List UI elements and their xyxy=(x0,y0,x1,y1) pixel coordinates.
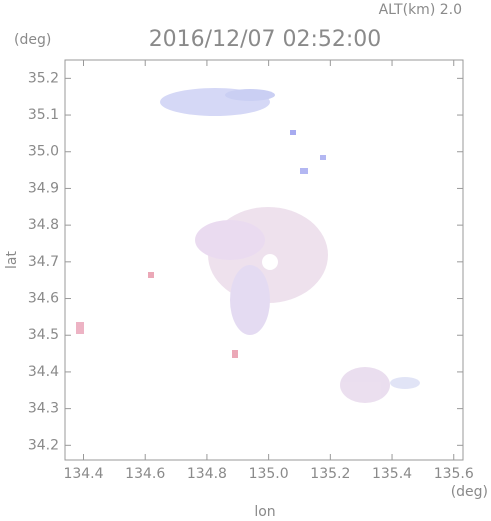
y-unit: (deg) xyxy=(14,32,51,48)
x-unit: (deg) xyxy=(451,484,488,500)
y-tick-label: 34.9 xyxy=(28,180,59,196)
y-tick-label: 34.8 xyxy=(28,217,59,233)
x-tick-label: 135.2 xyxy=(310,466,350,482)
y-tick-label: 34.7 xyxy=(28,254,59,270)
chart-title: 2016/12/07 02:52:00 xyxy=(149,27,382,52)
x-tick-label: 134.4 xyxy=(63,466,103,482)
y-tick-label: 34.6 xyxy=(28,291,59,307)
x-tick-label: 134.8 xyxy=(187,466,227,482)
y-tick-label: 34.2 xyxy=(28,437,59,453)
plot-frame xyxy=(64,59,464,461)
x-tick-label: 134.6 xyxy=(125,466,165,482)
y-tick-label: 35.2 xyxy=(28,70,59,86)
altitude-label: ALT(km) 2.0 xyxy=(379,2,462,18)
y-tick-label: 34.4 xyxy=(28,364,59,380)
y-tick-label: 35.0 xyxy=(28,144,59,160)
x-tick-label: 135.6 xyxy=(434,466,474,482)
y-axis-label: lat xyxy=(4,251,20,269)
x-tick-label: 135.4 xyxy=(372,466,412,482)
x-axis-label: lon xyxy=(254,504,275,520)
x-tick-label: 135.0 xyxy=(249,466,289,482)
y-tick-label: 34.3 xyxy=(28,401,59,417)
y-tick-label: 34.5 xyxy=(28,327,59,343)
y-tick-label: 35.1 xyxy=(28,107,59,123)
echo-field xyxy=(76,88,420,403)
